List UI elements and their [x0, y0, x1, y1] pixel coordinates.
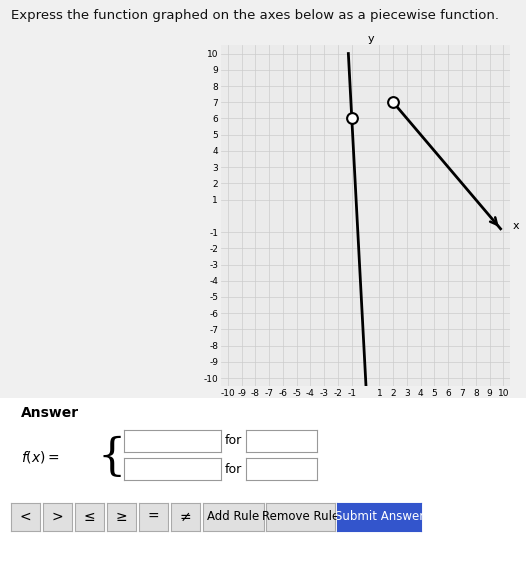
Text: ≠: ≠ — [180, 510, 191, 524]
Text: $f(x)=$: $f(x)=$ — [21, 449, 60, 465]
Text: Express the function graphed on the axes below as a piecewise function.: Express the function graphed on the axes… — [11, 9, 499, 22]
Point — [389, 98, 397, 107]
Text: Add Rule: Add Rule — [207, 511, 259, 523]
Text: ≤: ≤ — [84, 510, 95, 524]
Text: Answer: Answer — [21, 406, 79, 420]
Point — [348, 114, 356, 123]
Text: >: > — [52, 510, 63, 524]
Text: =: = — [148, 510, 159, 524]
Text: Submit Answer: Submit Answer — [335, 511, 424, 523]
Text: Remove Rule: Remove Rule — [262, 511, 339, 523]
Text: {: { — [97, 436, 126, 479]
Text: y: y — [368, 34, 375, 44]
Text: x: x — [512, 220, 519, 231]
Text: for: for — [225, 463, 242, 475]
Text: ≥: ≥ — [116, 510, 127, 524]
Text: for: for — [225, 435, 242, 447]
Text: <: < — [19, 510, 31, 524]
